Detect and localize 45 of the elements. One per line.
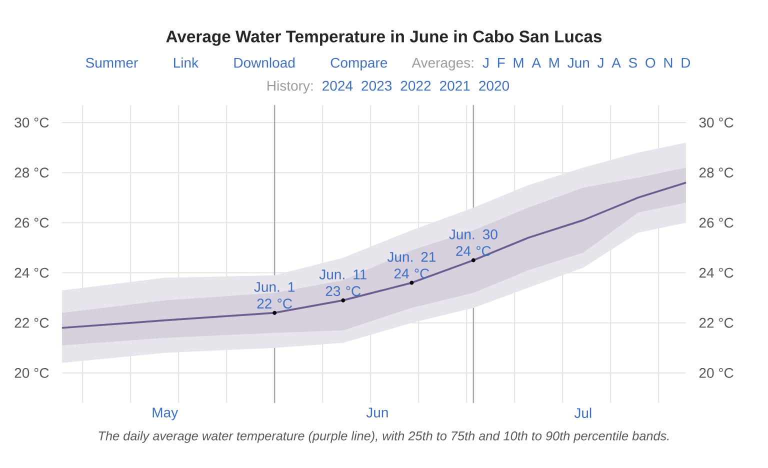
annotation: Jun. 1 22 °C — [254, 282, 294, 309]
text: Compare — [330, 58, 388, 71]
text: F — [498, 58, 505, 68]
text: Link — [174, 57, 199, 68]
y-tick-label: 30 °C — [14, 118, 49, 128]
text: Download — [234, 57, 295, 68]
text: History: — [268, 80, 313, 94]
text: 2021 — [440, 80, 470, 91]
y2-tick-label: 28 °C — [699, 168, 734, 178]
text: J — [597, 58, 604, 68]
text: A — [532, 58, 541, 68]
text: 2024 — [322, 80, 353, 91]
annotation: Jun. 30 24 °C — [449, 229, 498, 256]
line-series — [61, 182, 687, 329]
annotation: Jun. 11 23 °C — [319, 270, 366, 296]
text: A — [612, 58, 621, 68]
y2-tick-label: 26 °C — [699, 218, 734, 228]
text: N — [664, 58, 672, 68]
text: J — [482, 58, 488, 68]
text: Averages: — [412, 58, 474, 71]
text: Summer — [86, 58, 138, 68]
y-tick-label: 20 °C — [14, 368, 49, 378]
text: 2022 — [400, 80, 431, 91]
y2-tick-label: 30 °C — [699, 118, 734, 128]
y-tick-label: 22 °C — [14, 318, 49, 328]
x-tick-label: Jul — [574, 408, 592, 418]
chart-title: Average Water Temperature in June in Cabo San Lucas — [166, 30, 602, 46]
text: 2020 — [479, 80, 510, 91]
text: 2023 — [362, 80, 392, 91]
text: The daily average water temperature (purple line), with 25th to 75th and 10th to 90th percentile bands. — [98, 431, 669, 443]
y2-tick-label: 24 °C — [699, 268, 734, 278]
y2-tick-label: 22 °C — [699, 318, 734, 328]
y-tick-label: 28 °C — [14, 168, 49, 178]
text: O — [646, 58, 656, 68]
text: M — [514, 58, 524, 68]
text: S — [628, 58, 637, 68]
y2-tick-label: 20 °C — [699, 368, 734, 378]
y-tick-label: 24 °C — [14, 268, 49, 278]
text: D — [682, 58, 690, 68]
text: Jun — [568, 58, 590, 68]
x-tick-label: May — [152, 408, 178, 420]
annotation: Jun. 21 24 °C — [387, 252, 436, 279]
y-tick-label: 26 °C — [14, 218, 49, 228]
x-tick-label: Jun — [366, 408, 388, 418]
text: M — [550, 58, 559, 68]
